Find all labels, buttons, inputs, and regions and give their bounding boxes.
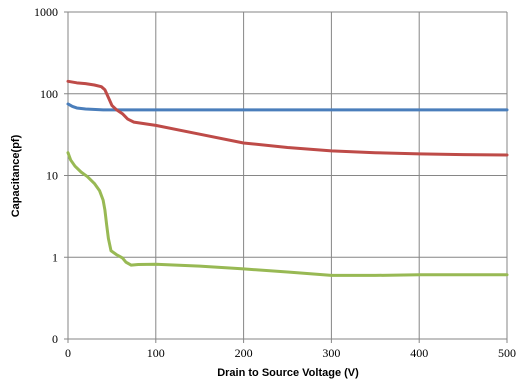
x-tick-labels: 0 100 200 300 400 500	[65, 346, 516, 360]
x-tick-label: 0	[65, 346, 71, 360]
grid-lines	[68, 11, 508, 339]
series-line-1	[66, 102, 509, 112]
series-line-2	[66, 79, 509, 157]
y-tick-label: 0	[52, 332, 58, 346]
x-tick-label: 100	[147, 346, 165, 360]
series-lines	[66, 79, 509, 277]
x-tick-label: 300	[322, 346, 340, 360]
axes	[64, 11, 508, 343]
x-tick-label: 500	[498, 346, 516, 360]
y-tick-labels: 0 1 10 100 1000	[34, 5, 58, 346]
y-tick-label: 100	[40, 87, 58, 101]
series-line-3	[66, 151, 509, 277]
y-axis-title: Capacitance(pf)	[10, 134, 22, 217]
x-axis-title: Drain to Source Voltage (V)	[217, 367, 359, 379]
y-tick-label: 1	[52, 250, 58, 264]
x-tick-label: 400	[410, 346, 428, 360]
y-tick-label: 10	[46, 169, 58, 183]
x-tick-label: 200	[235, 346, 253, 360]
y-tick-label: 1000	[34, 5, 58, 19]
